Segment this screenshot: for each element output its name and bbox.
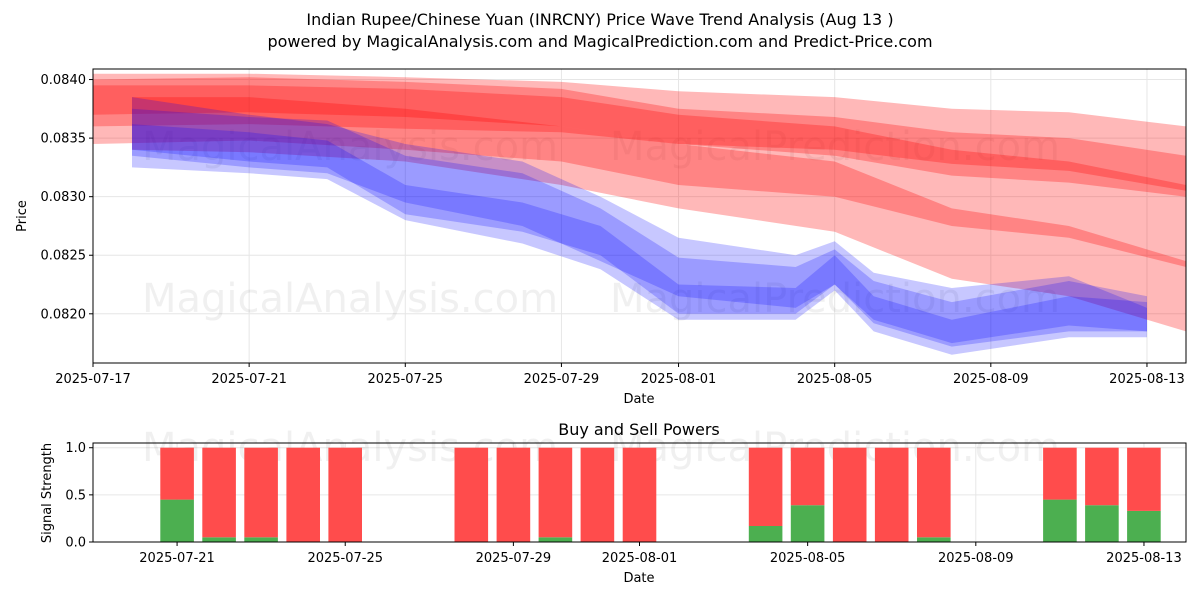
price-x-tick-label: 2025-08-13 <box>1109 372 1185 387</box>
power-bars <box>160 447 1161 542</box>
sell-power-bar <box>286 447 320 542</box>
price-y-tick-label: 0.0820 <box>41 307 87 322</box>
price-y-tick-label: 0.0825 <box>41 249 87 264</box>
price-plot-frame <box>92 68 1187 364</box>
sell-power-bar <box>790 447 825 506</box>
wave-bands <box>93 73 1186 355</box>
buy-wave-band <box>132 124 1147 347</box>
powers-x-tick-label: 2025-07-25 <box>307 551 383 566</box>
price-watermarks: MagicalAnalysis.com MagicalPrediction.co… <box>142 124 1060 322</box>
buy-power-bar <box>790 505 825 542</box>
buy-power-bar <box>160 499 194 542</box>
sell-power-bar <box>496 447 531 542</box>
powers-y-tick-label: 0.5 <box>65 488 86 503</box>
price-x-tick-label: 2025-08-05 <box>797 372 873 387</box>
powers-x-tick-label: 2025-07-29 <box>476 551 552 566</box>
sell-wave-band <box>132 97 1186 332</box>
watermark-prediction-middle: MagicalPrediction.com <box>610 276 1060 322</box>
powers-x-tick-label: 2025-08-13 <box>1106 551 1182 566</box>
watermark-analysis-middle: MagicalAnalysis.com <box>142 276 558 322</box>
sell-power-bar <box>1085 447 1119 506</box>
price-x-tick-label: 2025-08-01 <box>641 372 717 387</box>
powers-y-axis: 0.0 0.5 1.0 <box>65 441 93 551</box>
price-x-axis: 2025-07-17 2025-07-21 2025-07-25 2025-07-29… <box>55 363 1185 387</box>
buy-wave-band <box>132 97 1147 344</box>
price-y-axis: 0.0820 0.0825 0.0830 0.0835 0.0840 <box>41 73 93 322</box>
sell-power-bar <box>328 447 362 542</box>
sell-power-bar <box>917 447 951 538</box>
buy-power-bar <box>1085 505 1119 542</box>
powers-title: Buy and Sell Powers <box>558 420 720 439</box>
price-y-axis-label: Price <box>15 200 30 232</box>
sell-wave-band <box>93 73 1186 191</box>
watermark-prediction-top: MagicalPrediction.com <box>610 124 1060 170</box>
price-x-tick-label: 2025-07-29 <box>524 372 600 387</box>
sell-power-bar <box>244 447 278 538</box>
powers-y-tick-label: 0.0 <box>65 536 86 551</box>
buy-power-bar <box>1127 510 1161 542</box>
powers-x-tick-label: 2025-08-09 <box>938 551 1014 566</box>
sell-power-bar <box>538 447 573 538</box>
powers-x-axis-label: Date <box>623 571 654 586</box>
sell-wave-band <box>93 77 1186 197</box>
price-x-tick-label: 2025-07-17 <box>55 372 131 387</box>
buy-power-bar <box>1043 499 1077 542</box>
powers-y-tick-label: 1.0 <box>65 441 86 456</box>
buy-power-bar <box>748 526 783 542</box>
sell-power-bar <box>748 447 783 526</box>
powers-x-tick-label: 2025-07-21 <box>139 551 215 566</box>
sell-power-bar <box>1043 447 1077 500</box>
sell-power-bar <box>160 447 194 500</box>
buy-power-bar <box>917 537 951 542</box>
watermark-analysis-top: MagicalAnalysis.com <box>142 124 558 170</box>
price-x-tick-label: 2025-07-21 <box>211 372 287 387</box>
sell-power-bar <box>622 447 657 542</box>
sell-power-bar <box>1127 447 1161 511</box>
powers-x-tick-label: 2025-08-05 <box>770 551 846 566</box>
price-y-tick-label: 0.0840 <box>41 73 87 88</box>
price-x-tick-label: 2025-07-25 <box>368 372 444 387</box>
sell-power-bar <box>580 447 615 542</box>
buy-power-bar <box>538 537 573 542</box>
price-y-tick-label: 0.0835 <box>41 132 87 147</box>
sell-power-bar <box>202 447 236 538</box>
buy-power-bar <box>244 537 278 542</box>
chart-title: Indian Rupee/Chinese Yuan (INRCNY) Price… <box>306 10 894 29</box>
sell-power-bar <box>832 447 867 542</box>
powers-x-axis: 2025-07-21 2025-07-25 2025-07-29 2025-08-01… <box>139 542 1182 566</box>
price-x-tick-label: 2025-08-09 <box>953 372 1029 387</box>
buy-power-bar <box>202 537 236 542</box>
buy-wave-band <box>132 108 1147 355</box>
powers-x-tick-label: 2025-08-01 <box>602 551 678 566</box>
sell-wave-band <box>93 85 1186 268</box>
powers-y-axis-label: Signal Strength <box>40 443 55 543</box>
chart-subtitle: powered by MagicalAnalysis.com and Magic… <box>267 32 933 51</box>
sell-power-bar <box>874 447 909 542</box>
price-y-tick-label: 0.0830 <box>41 190 87 205</box>
sell-power-bar <box>454 447 489 542</box>
price-grid <box>92 69 1186 363</box>
price-x-axis-label: Date <box>623 392 654 407</box>
